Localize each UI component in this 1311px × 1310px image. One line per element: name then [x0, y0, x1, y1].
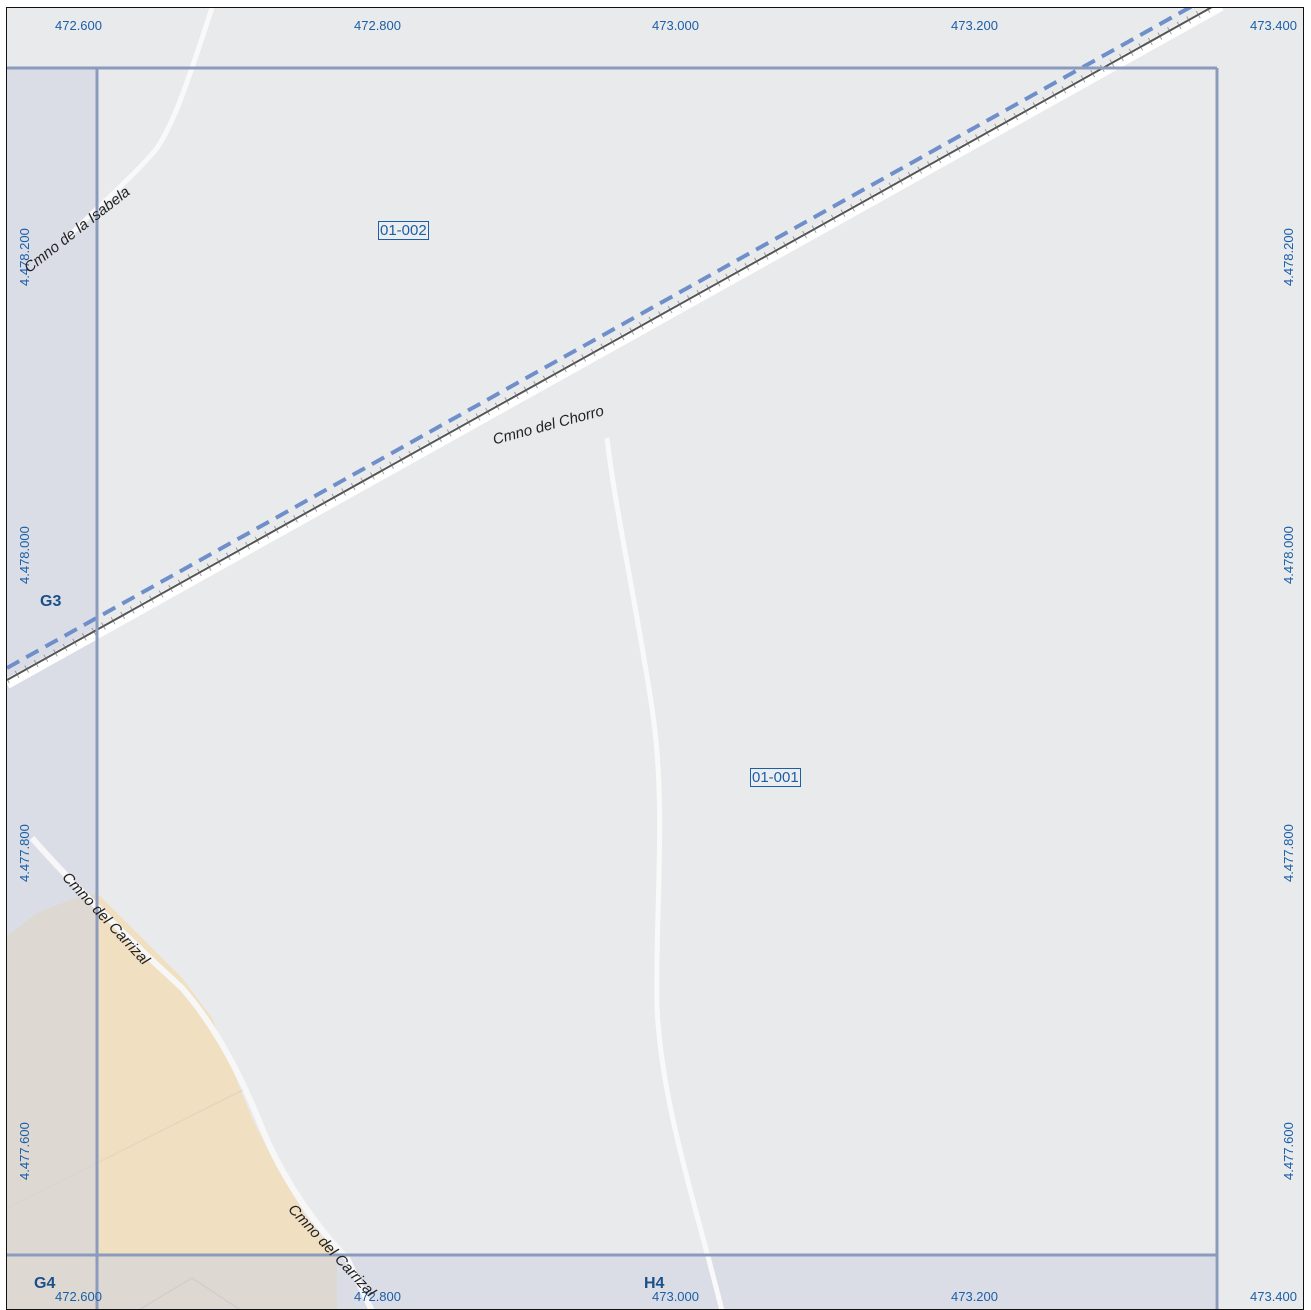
coord-top-3: 473.000 — [652, 18, 699, 33]
coord-bottom-1: 472.600 — [55, 1289, 102, 1304]
coord-top-2: 472.800 — [354, 18, 401, 33]
grid-cell-g3: G3 — [40, 593, 62, 610]
coord-left-4: 4.477.600 — [17, 1122, 32, 1180]
road-chorro-line — [604, 437, 725, 1309]
map-canvas — [7, 8, 1224, 1309]
coord-top-5: 473.400 — [1250, 18, 1297, 33]
coord-bottom-4: 473.200 — [951, 1289, 998, 1304]
coord-bottom-5: 473.400 — [1250, 1289, 1297, 1304]
coord-left-3: 4.477.800 — [17, 824, 32, 882]
coord-right-4: 4.477.600 — [1281, 1122, 1296, 1180]
shade-bottom — [97, 1255, 1215, 1309]
grid-cell-g4: G4 — [34, 1275, 56, 1292]
railway-dash — [7, 8, 1193, 670]
road-carrizal-line — [29, 836, 375, 1309]
coord-right-2: 4.478.000 — [1281, 526, 1296, 584]
shade-left — [7, 68, 97, 1309]
coord-bottom-2: 472.800 — [354, 1289, 401, 1304]
railway-casing — [7, 8, 1224, 689]
road-isabela-line — [65, 8, 215, 240]
coord-right-3: 4.477.800 — [1281, 824, 1296, 882]
coord-top-1: 472.600 — [55, 18, 102, 33]
railway-ties — [7, 8, 1219, 684]
parcel-label-01-001[interactable]: 01-001 — [750, 768, 801, 787]
coord-left-2: 4.478.000 — [17, 526, 32, 584]
map-view[interactable]: 472.600 472.800 473.000 473.200 473.400 … — [6, 7, 1304, 1310]
parcel-label-01-002[interactable]: 01-002 — [378, 221, 429, 240]
grid-cell-h4: H4 — [644, 1275, 665, 1292]
coord-right-1: 4.478.200 — [1281, 228, 1296, 286]
coord-bottom-3: 473.000 — [652, 1289, 699, 1304]
coord-top-4: 473.200 — [951, 18, 998, 33]
